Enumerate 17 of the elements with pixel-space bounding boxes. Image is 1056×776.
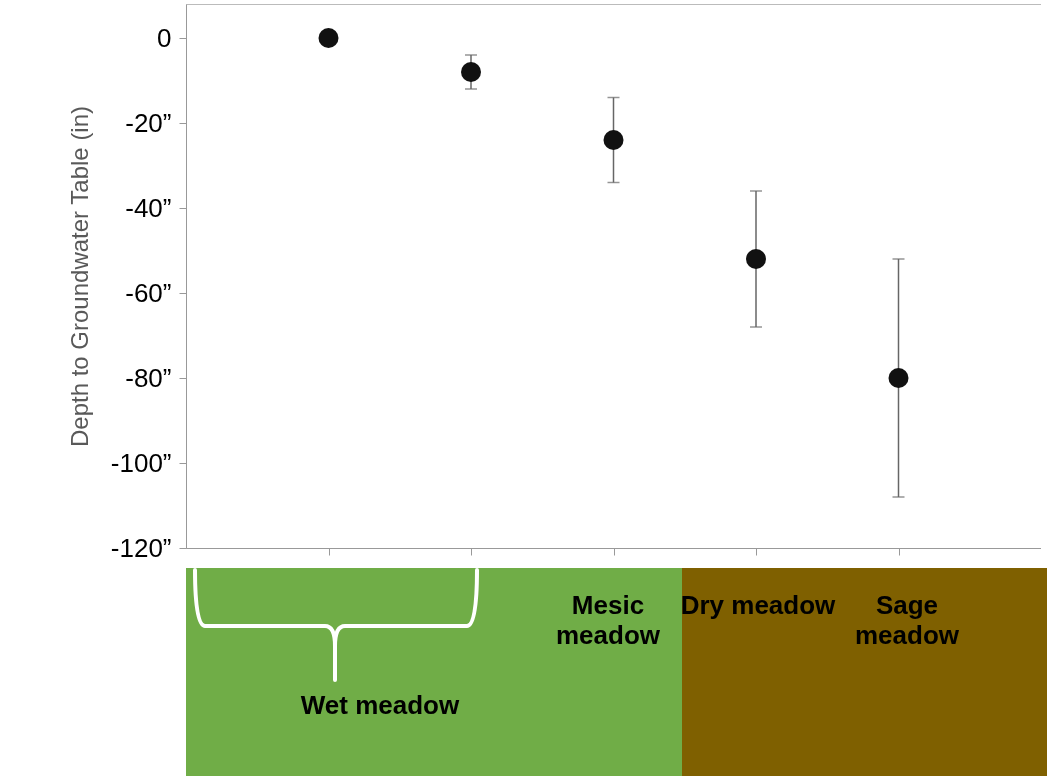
y-tick-label: -100” bbox=[110, 447, 172, 478]
y-tick-label: -40” bbox=[125, 192, 172, 223]
y-tick-label: 0 bbox=[157, 22, 172, 53]
y-axis-title: Depth to Groundwater Table (in) bbox=[65, 105, 93, 448]
point bbox=[603, 130, 624, 150]
y-tick-label: -60” bbox=[125, 277, 172, 308]
text: Sage meadow bbox=[854, 590, 960, 650]
point bbox=[461, 62, 481, 82]
point bbox=[746, 249, 766, 269]
point bbox=[318, 28, 339, 48]
y-tick-label: -20” bbox=[125, 107, 172, 138]
text: Wet meadow bbox=[299, 690, 461, 720]
point bbox=[888, 368, 909, 388]
text: Dry meadow bbox=[679, 590, 837, 620]
text: Mesic meadow bbox=[555, 590, 661, 650]
y-tick-label: -120” bbox=[110, 532, 172, 563]
y-tick-label: -80” bbox=[125, 362, 172, 393]
